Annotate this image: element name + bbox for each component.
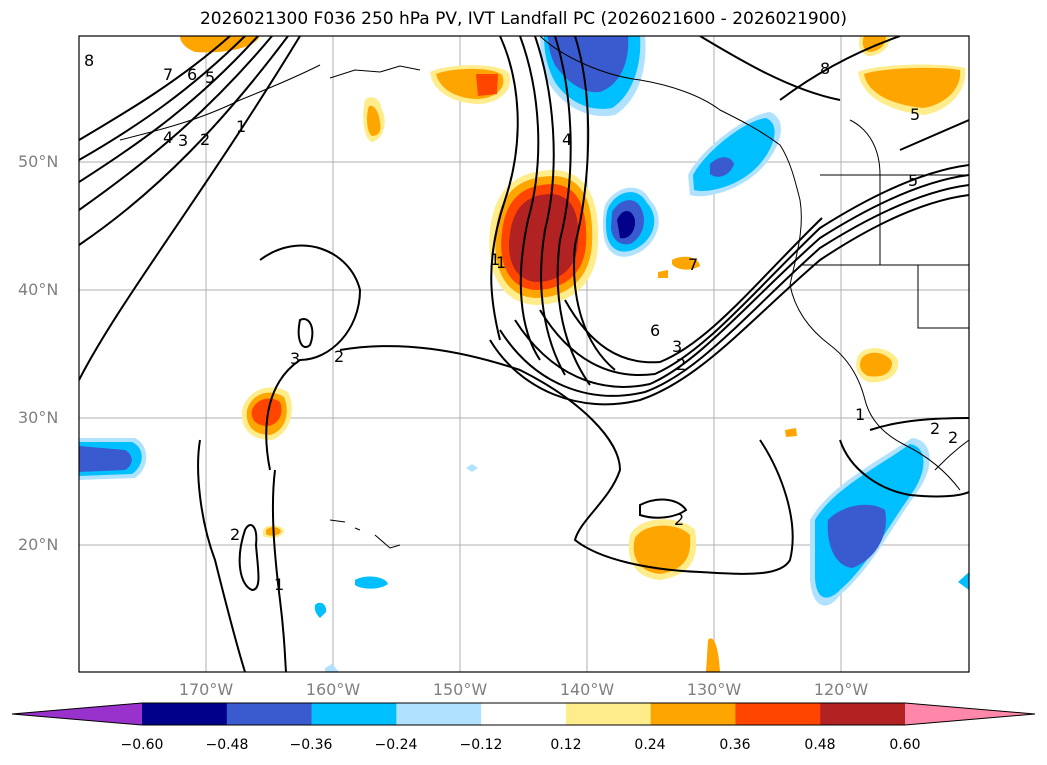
contour-label: 2: [674, 510, 684, 529]
colorbar-outline: [11, 702, 1036, 726]
contour-labels: 8 7 6 5 4 3 2 1 1 2 3 2 4 1 2 3 6 7 5 1 …: [84, 51, 958, 594]
contour-label: 7: [163, 65, 173, 84]
lon-label-150w: 150°W: [432, 680, 488, 699]
lat-label-50n: 50°N: [18, 152, 59, 171]
contour-label: 7: [688, 255, 698, 274]
colorbar-tick: 0.12: [550, 737, 582, 753]
lon-label-170w: 170°W: [178, 680, 234, 699]
colorbar-extend-low: [12, 703, 142, 725]
contour-label: 6: [650, 321, 660, 340]
contour-label: 2: [230, 525, 240, 544]
colorbar-tick: 0.48: [804, 737, 836, 753]
lat-label-40n: 40°N: [18, 280, 59, 299]
contour-label: 2: [334, 347, 344, 366]
contour-label: 2: [948, 428, 958, 447]
colorbar-segment: [565, 703, 652, 725]
colorbar-tick: 0.60: [889, 737, 921, 753]
contour-label: 6: [187, 65, 197, 84]
contour-label: 5: [908, 171, 918, 190]
colorbar-tick: −0.36: [289, 737, 333, 753]
colorbar-tick: 0.36: [719, 737, 751, 753]
colorbar-extend-high: [905, 703, 1035, 725]
negative-anomaly-fill: [79, 36, 969, 672]
contour-label: 5: [910, 105, 920, 124]
colorbar-segment: [142, 703, 228, 725]
map-plot: 8 7 6 5 4 3 2 1 1 2 3 2 4 1 2 3 6 7 5 1 …: [78, 35, 970, 673]
colorbar-tick: −0.12: [459, 737, 503, 753]
colorbar-segment: [650, 703, 736, 725]
contour-label: 2: [200, 130, 210, 149]
lon-label-160w: 160°W: [305, 680, 361, 699]
pv-contours: [79, 36, 969, 672]
lat-label-30n: 30°N: [18, 408, 59, 427]
contour-label: 2: [930, 419, 940, 438]
colorbar-tick: −0.24: [374, 737, 418, 753]
lon-label-120w: 120°W: [813, 680, 869, 699]
contour-label: 3: [178, 131, 188, 150]
lat-label-20n: 20°N: [18, 535, 59, 554]
map-frame: [78, 35, 970, 673]
contour-label: 1: [496, 253, 506, 272]
lon-label-140w: 140°W: [559, 680, 615, 699]
contour-label: 4: [163, 128, 173, 147]
contour-label: 1: [274, 575, 284, 594]
contour-label: 8: [84, 51, 94, 70]
contour-label: 2: [676, 355, 686, 374]
colorbar-tick: −0.60: [120, 737, 164, 753]
lon-label-130w: 130°W: [686, 680, 742, 699]
colorbar-segment: [226, 703, 313, 725]
colorbar: [11, 702, 1036, 726]
colorbar-segment: [735, 703, 821, 725]
coastlines: [119, 36, 969, 549]
colorbar-segment: [311, 703, 397, 725]
colorbar-tick: −0.48: [205, 737, 249, 753]
map-title: 2026021300 F036 250 hPa PV, IVT Landfall…: [199, 9, 847, 29]
contour-label: 8: [820, 59, 830, 78]
colorbar-segment: [820, 703, 906, 725]
colorbar-segment: [396, 703, 482, 725]
contour-label: 4: [562, 130, 572, 149]
contour-label: 1: [855, 405, 865, 424]
contour-label: 5: [205, 68, 215, 87]
colorbar-segment: [481, 703, 567, 725]
colorbar-tick: 0.24: [634, 737, 666, 753]
contour-label: 3: [290, 349, 300, 368]
contour-label: 1: [490, 250, 500, 269]
contour-label: 1: [236, 117, 246, 136]
contour-label: 3: [672, 337, 682, 356]
